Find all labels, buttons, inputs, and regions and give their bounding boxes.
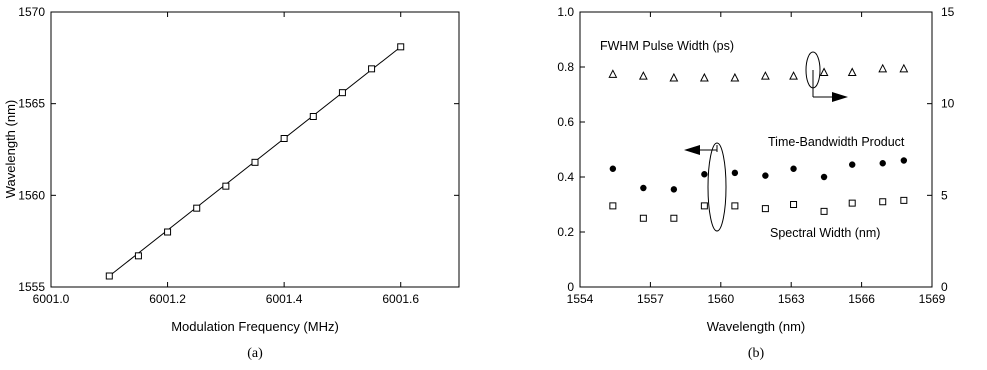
panel-caption-a: (a)	[247, 346, 263, 361]
data-point	[820, 173, 828, 181]
left-axis-indicator	[684, 142, 727, 232]
data-point	[790, 201, 798, 208]
data-point	[819, 67, 829, 76]
data-point	[820, 207, 828, 215]
data-point	[789, 71, 798, 80]
left-arrow-head	[684, 145, 700, 155]
y-axis-a-tick-label: 1565	[18, 97, 45, 111]
x-axis-label-a: Modulation Frequency (MHz)	[171, 319, 339, 334]
annotation-spectral-width: Spectral Width (nm)	[770, 226, 880, 240]
data-point	[670, 214, 678, 222]
x-axis-label-b: Wavelength (nm)	[707, 319, 806, 334]
right-arrow-head	[832, 92, 848, 102]
chart-panel-b: 1554 1557 1560 1563 1566 1569 0 0.2 0.4 0.6 0.8 1.…	[557, 5, 954, 361]
data-point	[879, 198, 887, 206]
data-point	[609, 165, 617, 172]
data-marks-a	[105, 43, 405, 280]
x-axis-b-tick-label: 1563	[778, 292, 805, 306]
plot-frame-b	[579, 11, 933, 288]
data-point	[669, 72, 679, 82]
data-point	[640, 184, 647, 192]
annotation-time-bandwidth-product: Time-Bandwidth Product	[768, 135, 905, 149]
y-axis-a-tick-label: 1560	[18, 188, 45, 202]
y-axis-a-tick-label: 1555	[18, 280, 45, 294]
data-point	[105, 272, 113, 280]
y-axis-left-b-tick-label: 0	[567, 280, 574, 294]
y-axis-right-b-tick-label: 15	[941, 5, 955, 19]
data-point	[761, 205, 769, 213]
data-point	[878, 63, 888, 73]
data-point	[639, 214, 647, 222]
data-point	[700, 202, 708, 210]
y-axis-left-b-tick-label: 0.4	[557, 170, 574, 184]
y-axis-left-b: 0 0.2 0.4 0.6 0.8 1.0	[557, 5, 585, 294]
data-point	[760, 71, 770, 80]
data-point	[280, 135, 288, 142]
plot-frame-a	[50, 11, 460, 288]
y-axis-left-b-tick-label: 1.0	[557, 5, 574, 19]
x-axis-a-tick-label: 6001.0	[33, 292, 70, 306]
data-point	[251, 158, 259, 166]
data-point	[134, 252, 142, 260]
y-axis-left-b-tick-label: 0.2	[557, 225, 574, 239]
data-point	[670, 186, 678, 193]
data-point	[699, 72, 709, 82]
y-axis-a: 1555 1560 1565 1570	[18, 5, 459, 294]
y-axis-right-b-tick-label: 10	[941, 97, 955, 111]
data-point	[849, 161, 856, 168]
x-axis-b-tick-label: 1554	[567, 292, 594, 306]
x-axis-a-tick-label: 6001.4	[266, 292, 303, 306]
x-axis-a-tick-label: 6001.2	[149, 292, 186, 306]
data-point	[609, 202, 617, 210]
y-axis-right-b-tick-label: 5	[941, 188, 948, 202]
data-point	[847, 67, 857, 76]
data-point	[900, 196, 908, 204]
x-axis-b: 1554 1557 1560 1563 1566 1569	[567, 12, 946, 306]
data-point	[608, 69, 618, 78]
data-point	[900, 157, 908, 164]
annotation-fwhm-pulse-width: FWHM Pulse Width (ps)	[600, 39, 734, 53]
y-axis-label-a: Wavelength (nm)	[3, 100, 18, 199]
x-axis-b-tick-label: 1566	[848, 292, 875, 306]
y-axis-a-tick-label: 1570	[18, 5, 45, 19]
data-point	[222, 182, 230, 190]
data-point	[730, 72, 740, 82]
data-point	[368, 65, 376, 73]
data-point	[338, 89, 346, 97]
data-point	[164, 228, 172, 236]
panel-caption-b: (b)	[748, 346, 765, 361]
x-axis-b-tick-label: 1557	[637, 292, 664, 306]
data-point	[731, 202, 739, 210]
chart-panel-a: 6001.0 6001.2 6001.4 6001.6 1555 1560 1565 157…	[3, 5, 460, 361]
y-axis-right-b: 0 5 10 15	[927, 5, 955, 294]
data-point	[731, 169, 739, 177]
y-axis-left-b-tick-label: 0.6	[557, 115, 574, 129]
y-axis-left-b-tick-label: 0.8	[557, 60, 574, 74]
x-axis-a: 6001.0 6001.2 6001.4 6001.6	[33, 12, 419, 306]
right-axis-indicator	[805, 51, 848, 102]
x-axis-b-tick-label: 1560	[707, 292, 734, 306]
data-point	[193, 204, 201, 212]
data-point	[638, 71, 648, 80]
data-point	[309, 113, 317, 120]
data-point	[762, 172, 769, 179]
x-axis-a-tick-label: 6001.6	[382, 292, 419, 306]
data-marks-b	[608, 63, 909, 222]
x-axis-b-tick-label: 1569	[919, 292, 946, 306]
data-point	[848, 199, 856, 207]
y-axis-right-b-tick-label: 0	[941, 280, 948, 294]
data-point	[790, 165, 797, 172]
data-point	[397, 43, 405, 51]
left-series-ellipse	[707, 142, 727, 232]
data-point	[899, 63, 909, 73]
data-point	[879, 160, 886, 167]
data-point	[701, 171, 708, 178]
